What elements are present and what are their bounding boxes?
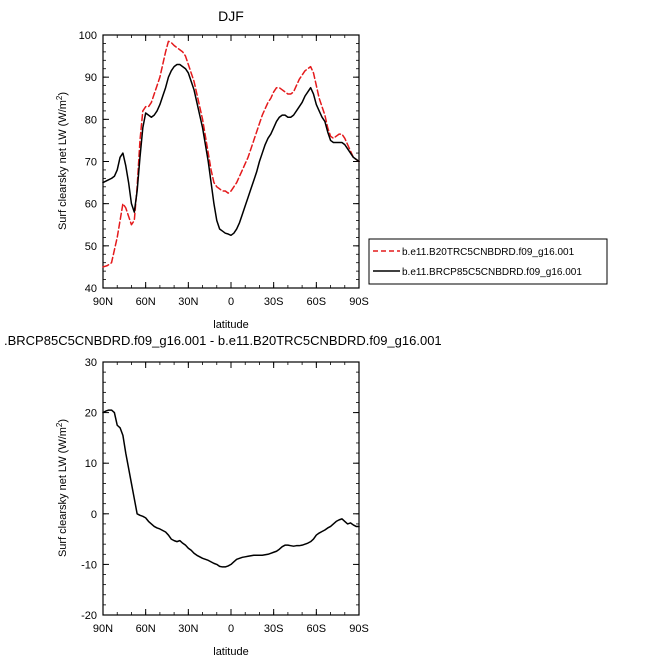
panel-top-ytick-label: 60 — [85, 199, 97, 211]
panel-bottom-title: .BRCP85C5CNBDRD.f09_g16.001 - b.e11.B20T… — [4, 333, 442, 348]
panel-top-series-1 — [102, 63, 360, 237]
legend: b.e11.B20TRC5CNBDRD.f09_g16.001 b.e11.BR… — [368, 238, 608, 285]
panel-bottom-ytick-label: -20 — [81, 610, 97, 622]
panel-bottom-ticks: -20 -10 0 10 20 30 90N 60N 30N 0 30S 60S 90S — [81, 357, 369, 635]
panel-bottom-xtick-label: 90S — [349, 623, 369, 635]
panel-top-xtick-label: 60N — [136, 296, 156, 308]
panel-top-ytick-label: 100 — [79, 30, 97, 42]
panel-top-ticks: 40 50 60 70 80 90 100 90N 60N 30N 0 30S 60S 90S — [79, 30, 369, 308]
panel-top-series — [102, 40, 360, 268]
panel-top-xtick-label: 30N — [178, 296, 198, 308]
panel-top-ylabel-main: Surf clearsky net LW (W/m — [57, 100, 69, 230]
panel-bottom-ylabel-sup: 2 — [55, 422, 64, 427]
panel-top-xtick-label: 0 — [228, 296, 234, 308]
panel-top-xtick-label: 30S — [264, 296, 284, 308]
legend-label-0: b.e11.B20TRC5CNBDRD.f09_g16.001 — [402, 247, 575, 258]
panel-top-title: DJF — [218, 8, 244, 24]
panel-bottom-xtick-label: 0 — [228, 623, 234, 635]
panel-bottom-ytick-label: 0 — [91, 509, 97, 521]
panel-bottom-ytick-label: -10 — [81, 559, 97, 571]
panel-top-series-0 — [102, 40, 360, 268]
panel-top-ytick-label: 70 — [85, 157, 97, 169]
panel-top-ylabel-sup: 2 — [55, 95, 64, 100]
panel-top-ylabel: Surf clearsky net LW (W/m2) — [55, 92, 69, 230]
panel-bottom-ytick-label: 20 — [85, 408, 97, 420]
panel-top-xtick-label: 90N — [93, 296, 113, 308]
panel-top-xtick-label: 60S — [307, 296, 327, 308]
panel-bottom-xtick-label: 30N — [178, 623, 198, 635]
panel-top-ytick-label: 50 — [85, 241, 97, 253]
legend-box — [368, 238, 608, 285]
panel-bottom-xtick-label: 30S — [264, 623, 284, 635]
panel-top-xlabel: latitude — [213, 319, 248, 331]
panel-top-ytick-label: 90 — [85, 72, 97, 84]
legend-label-1: b.e11.BRCP85C5CNBDRD.f09_g16.001 — [402, 267, 582, 278]
panel-bottom-xtick-label: 60N — [136, 623, 156, 635]
panel-bottom-ytick-label: 10 — [85, 458, 97, 470]
panel-top-ytick-label: 80 — [85, 114, 97, 126]
panel-top-ytick-label: 40 — [85, 283, 97, 295]
panel-bottom-ylabel-end: ) — [57, 419, 69, 423]
panel-bottom-ylabel: Surf clearsky net LW (W/m2) — [55, 419, 69, 557]
panel-bottom-ytick-label: 30 — [85, 357, 97, 369]
panel-bottom-xtick-label: 60S — [307, 623, 327, 635]
panel-bottom-xlabel: latitude — [213, 646, 248, 658]
panel-bottom-series-0 — [102, 409, 360, 568]
panel-bottom: .BRCP85C5CNBDRD.f09_g16.001 - b.e11.B20T… — [4, 333, 442, 658]
panel-top-xtick-label: 90S — [349, 296, 369, 308]
panel-top: DJF 40 50 60 70 80 90 100 90N 60N 30N 0 30S 60S 90S l… — [55, 8, 608, 331]
panel-bottom-ylabel-main: Surf clearsky net LW (W/m — [57, 427, 69, 557]
panel-bottom-xtick-label: 90N — [93, 623, 113, 635]
panel-bottom-series — [102, 409, 360, 568]
panel-top-ylabel-end: ) — [57, 92, 69, 96]
